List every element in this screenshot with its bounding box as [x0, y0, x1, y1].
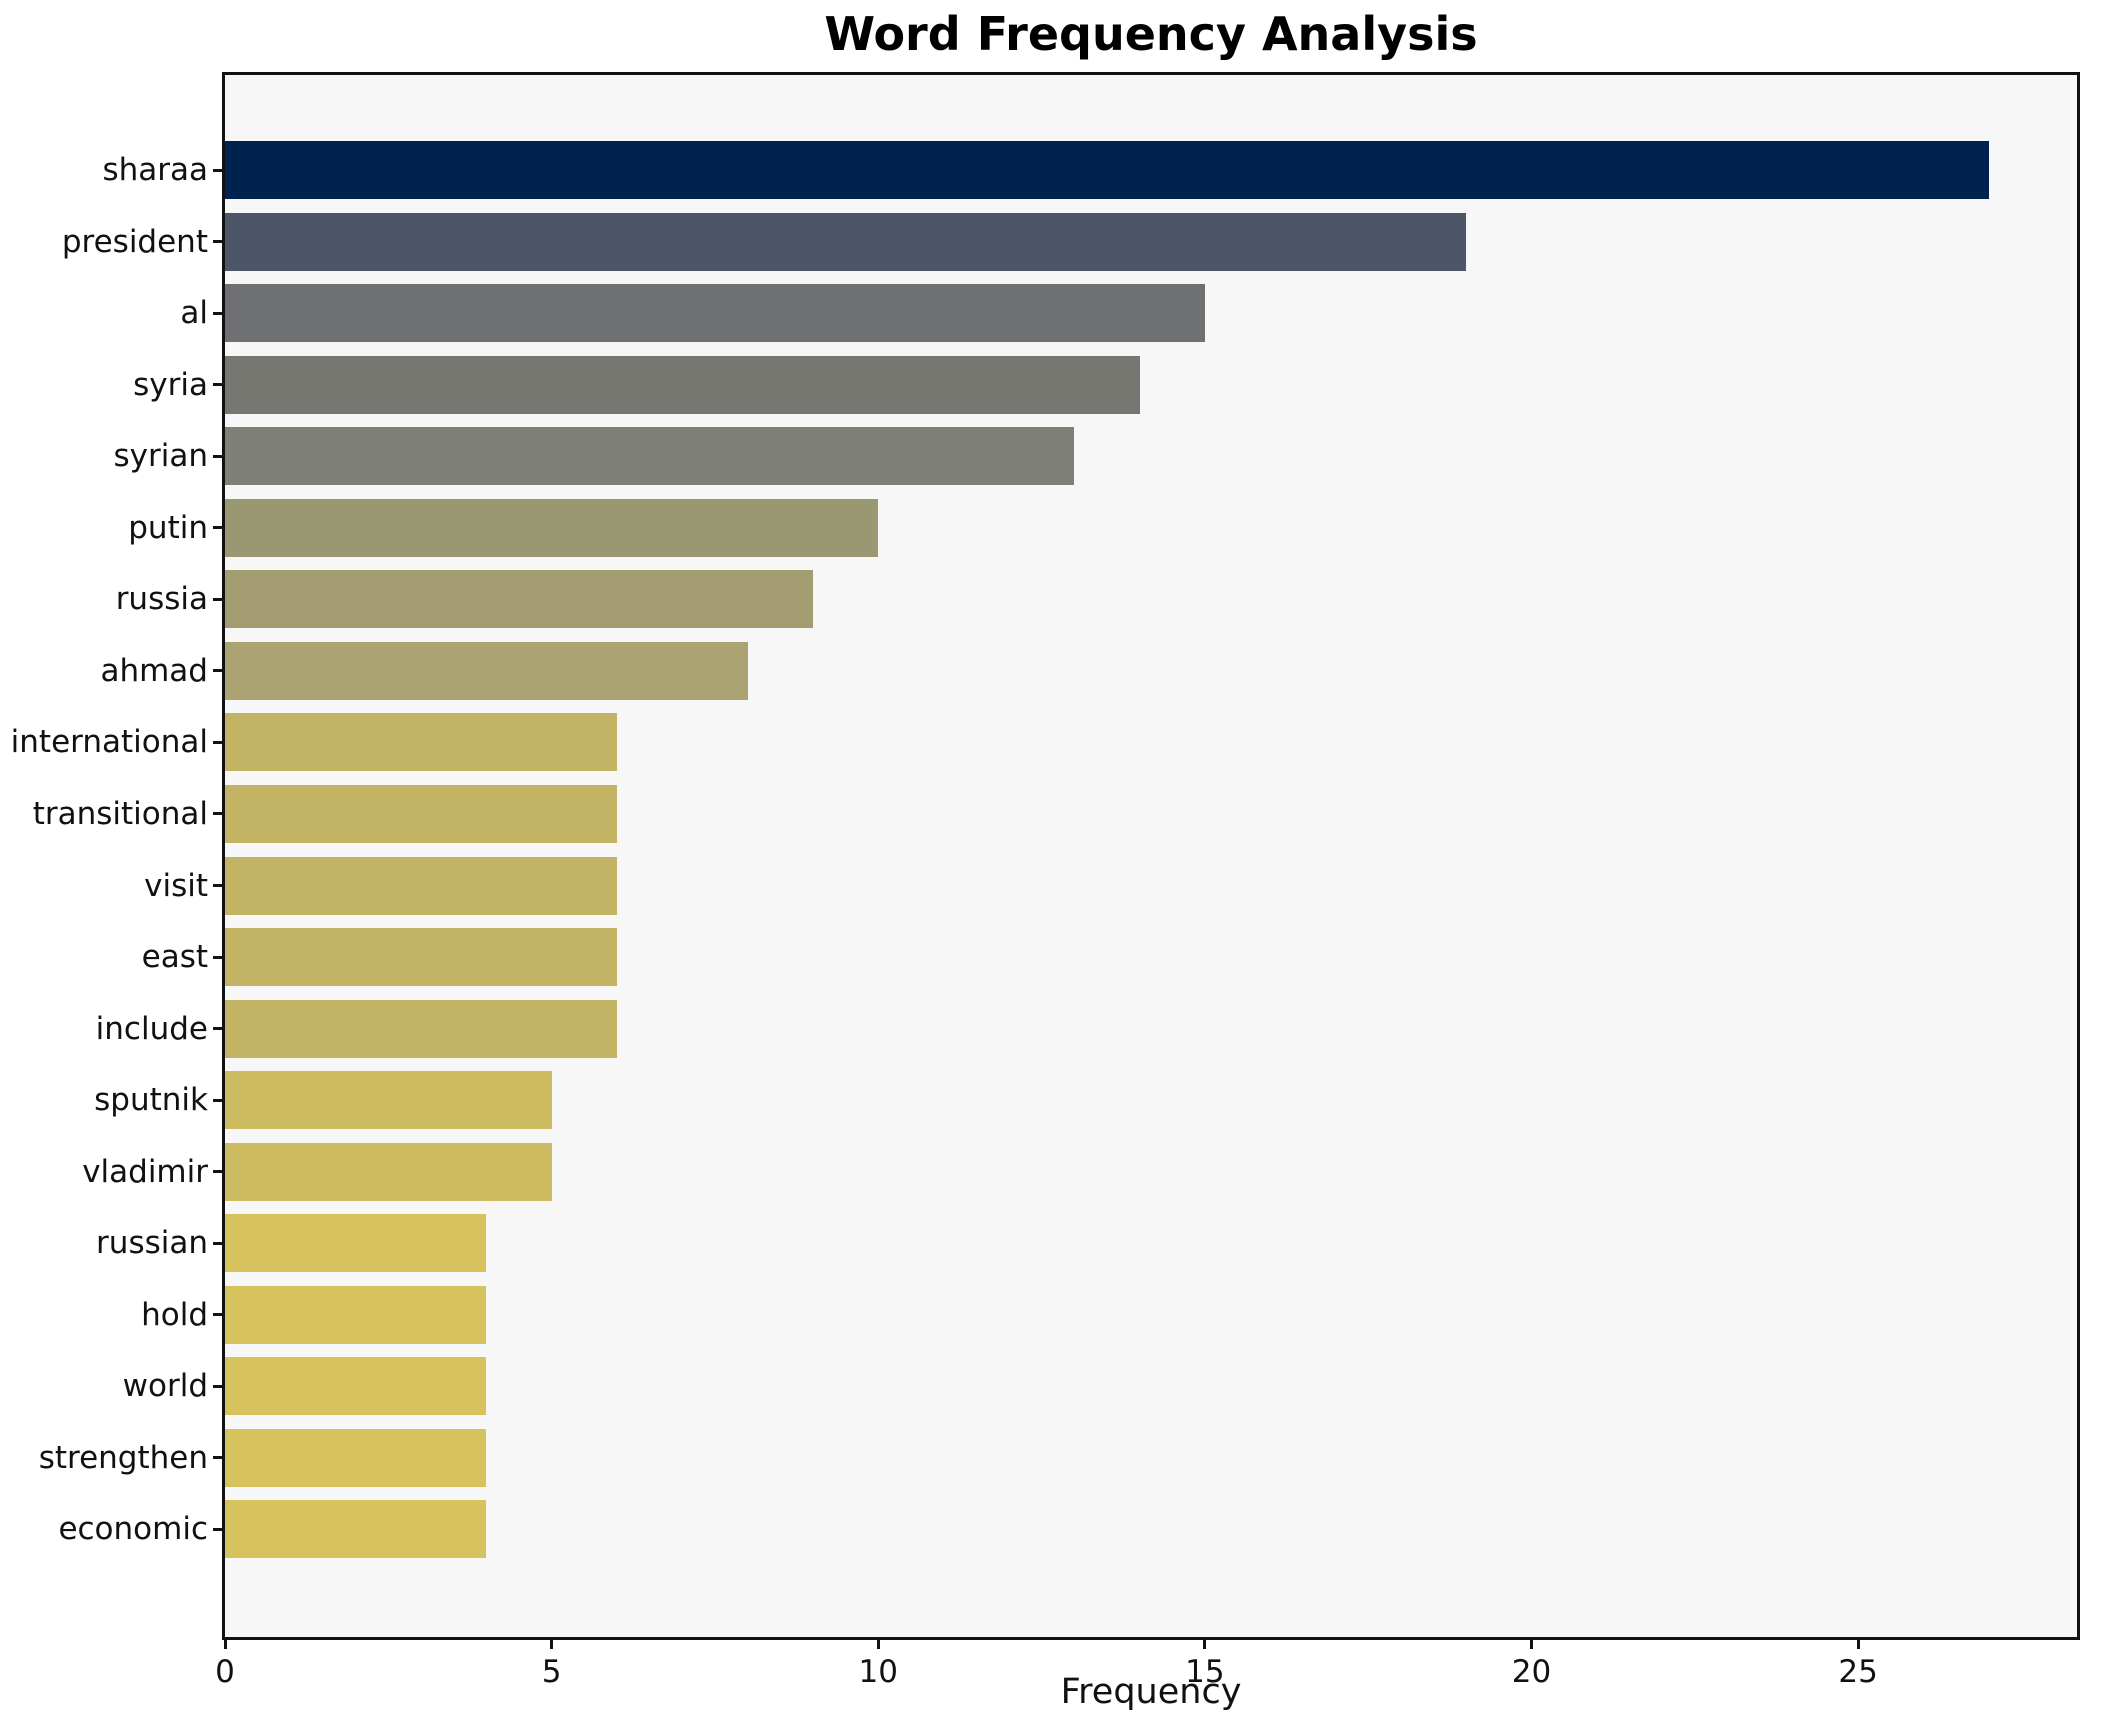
xtick-label-20: 20: [1511, 1654, 1552, 1690]
ytick-mark-syrian: [213, 454, 222, 458]
ytick-mark-syria: [213, 383, 222, 387]
ytick-label-east: east: [141, 939, 208, 976]
ytick-mark-sputnik: [213, 1098, 222, 1102]
bar-economic: [225, 1500, 487, 1559]
ytick-mark-strengthen: [213, 1456, 222, 1460]
ytick-label-putin: putin: [128, 509, 208, 546]
ytick-label-syria: syria: [133, 366, 208, 403]
ytick-label-international: international: [10, 724, 208, 761]
bar-russian: [225, 1214, 487, 1273]
xtick-mark-5: [550, 1640, 554, 1649]
bar-hold: [225, 1285, 487, 1344]
ytick-mark-hold: [213, 1313, 222, 1317]
xtick-label-25: 25: [1838, 1654, 1878, 1690]
bar-include: [225, 999, 617, 1058]
ytick-label-economic: economic: [58, 1511, 208, 1548]
bar-al: [225, 284, 1205, 343]
xtick-label-5: 5: [541, 1654, 562, 1690]
xtick-label-0: 0: [215, 1654, 235, 1690]
axes: [222, 72, 2080, 1640]
ytick-label-sputnik: sputnik: [94, 1082, 208, 1119]
bar-russia: [225, 570, 813, 629]
ytick-mark-russian: [213, 1241, 222, 1245]
bar-syrian: [225, 427, 1075, 486]
bar-international: [225, 713, 617, 772]
x-axis-label: Frequency: [1060, 1672, 1242, 1712]
xtick-mark-15: [1203, 1640, 1207, 1649]
ytick-mark-world: [213, 1384, 222, 1388]
bar-world: [225, 1357, 487, 1416]
ytick-label-russia: russia: [115, 581, 208, 618]
ytick-label-vladimir: vladimir: [82, 1153, 208, 1190]
bar-sharaa: [225, 141, 1989, 199]
ytick-label-strengthen: strengthen: [38, 1439, 208, 1476]
chart-title: Word Frequency Analysis: [824, 7, 1478, 61]
ytick-label-al: al: [180, 295, 208, 332]
ytick-mark-russia: [213, 597, 222, 601]
bar-sputnik: [225, 1071, 552, 1130]
bar-strengthen: [225, 1428, 487, 1487]
ytick-mark-putin: [213, 526, 222, 530]
bar-vladimir: [225, 1142, 552, 1201]
ytick-label-president: president: [61, 223, 208, 260]
ytick-mark-economic: [213, 1527, 222, 1531]
xtick-mark-10: [876, 1640, 880, 1649]
ytick-mark-visit: [213, 884, 222, 887]
bar-transitional: [225, 784, 617, 843]
ytick-mark-vladimir: [213, 1170, 222, 1174]
ytick-mark-east: [213, 955, 222, 959]
ytick-mark-transitional: [213, 812, 222, 816]
ytick-label-hold: hold: [141, 1296, 208, 1333]
bar-ahmad: [225, 641, 748, 700]
bar-syria: [225, 355, 1140, 414]
bar-east: [225, 928, 617, 987]
ytick-label-russian: russian: [96, 1225, 208, 1262]
ytick-label-world: world: [122, 1368, 208, 1405]
xtick-mark-20: [1530, 1640, 1534, 1649]
ytick-label-sharaa: sharaa: [102, 152, 208, 188]
ytick-mark-international: [213, 740, 222, 744]
ytick-mark-sharaa: [213, 168, 222, 172]
bar-visit: [225, 856, 617, 915]
xtick-mark-25: [1856, 1640, 1860, 1649]
xtick-label-15: 15: [1185, 1654, 1225, 1690]
bar-putin: [225, 498, 879, 557]
ytick-label-include: include: [95, 1010, 208, 1047]
ytick-label-transitional: transitional: [32, 795, 208, 832]
ytick-label-visit: visit: [144, 867, 208, 904]
xtick-label-10: 10: [858, 1654, 898, 1690]
ytick-mark-president: [213, 240, 222, 244]
ytick-mark-ahmad: [213, 669, 222, 673]
bar-president: [225, 212, 1467, 271]
xtick-mark-0: [223, 1640, 227, 1649]
ytick-mark-include: [213, 1027, 222, 1031]
ytick-label-ahmad: ahmad: [100, 652, 208, 689]
ytick-mark-al: [213, 311, 222, 315]
ytick-label-syrian: syrian: [113, 438, 209, 475]
